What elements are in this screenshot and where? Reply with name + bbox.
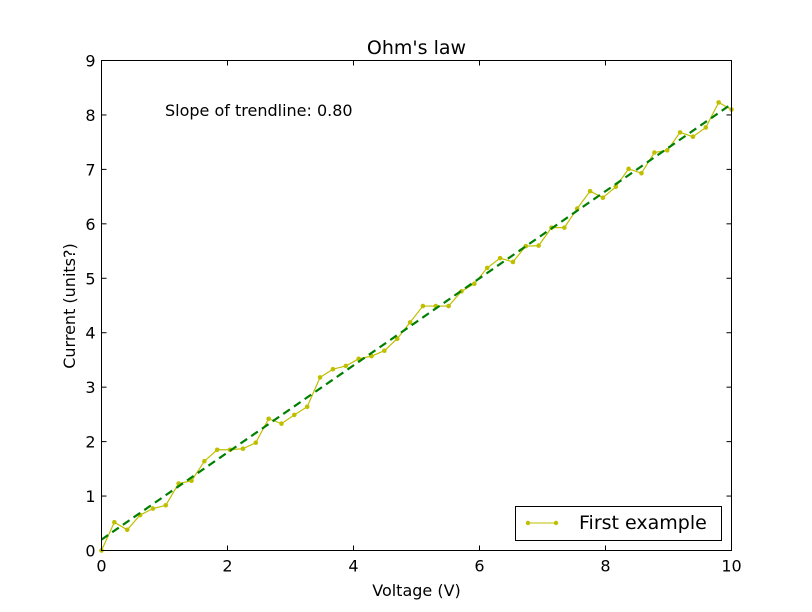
data-point: [253, 440, 259, 446]
plot-area-frame: [101, 60, 732, 551]
data-point: [639, 170, 644, 176]
data-point: [407, 320, 413, 325]
x-tick-label: 10: [721, 557, 741, 576]
slope-annotation: Slope of trendline: 0.80: [165, 101, 353, 120]
data-point: [510, 259, 516, 265]
data-point: [446, 303, 451, 309]
data-point: [613, 184, 619, 190]
data-point: [497, 255, 503, 261]
data-point: [600, 195, 606, 200]
plot-data-layer: [99, 100, 734, 553]
data-point: [536, 243, 541, 248]
data-point: [690, 134, 696, 140]
y-tick-label: 4: [85, 324, 95, 343]
legend-swatch-marker-left: [525, 520, 531, 526]
y-tick-label: 8: [85, 106, 95, 125]
data-point: [703, 125, 709, 130]
x-tick-label: 4: [348, 557, 358, 576]
y-tick-label: 1: [85, 487, 95, 506]
data-point: [587, 188, 593, 194]
data-point: [112, 519, 117, 525]
x-tick-label: 6: [474, 557, 484, 576]
y-tick-label: 6: [85, 215, 95, 234]
series-line-0: [100, 101, 732, 551]
data-point: [163, 503, 169, 508]
data-point: [317, 375, 323, 380]
axis-ticks-layer: 0 2 4 6 8 10 0 1 2 3 4 5 6 7 8 9: [85, 52, 741, 576]
data-point: [562, 225, 567, 230]
legend-swatch-marker-right: [553, 520, 559, 526]
y-tick-label: 9: [85, 52, 95, 71]
data-point: [150, 506, 156, 511]
x-axis-label: Voltage (V): [372, 581, 461, 600]
y-tick-label: 5: [85, 269, 95, 288]
data-point: [716, 100, 721, 105]
data-point: [382, 348, 387, 353]
data-point: [304, 404, 310, 410]
data-point: [240, 446, 246, 451]
data-point: [677, 130, 683, 135]
data-point: [214, 447, 220, 453]
data-point: [664, 148, 670, 153]
data-point: [472, 281, 477, 287]
data-point: [124, 527, 130, 533]
data-point: [189, 478, 194, 484]
data-point: [484, 265, 490, 271]
data-point: [343, 363, 349, 369]
data-point: [626, 166, 631, 172]
data-point: [279, 421, 284, 426]
data-point: [652, 150, 657, 155]
legend-label-first-example: First example: [579, 512, 707, 534]
data-point: [202, 458, 207, 464]
y-tick-label: 7: [85, 160, 95, 179]
y-tick-label: 2: [85, 433, 95, 452]
data-point: [266, 416, 271, 422]
data-point: [330, 366, 336, 372]
data-point: [394, 336, 400, 342]
x-tick-label: 8: [600, 557, 610, 576]
chart-title: Ohm's law: [367, 37, 466, 59]
y-axis-label: Current (units?): [60, 243, 79, 369]
legend: First example: [515, 506, 722, 541]
x-tick-label: 0: [96, 557, 106, 576]
x-tick-label: 2: [222, 557, 232, 576]
y-tick-label: 0: [85, 542, 95, 561]
data-point: [292, 412, 297, 418]
data-point: [420, 303, 426, 309]
trendline: [100, 103, 733, 541]
y-tick-label: 3: [85, 378, 95, 397]
